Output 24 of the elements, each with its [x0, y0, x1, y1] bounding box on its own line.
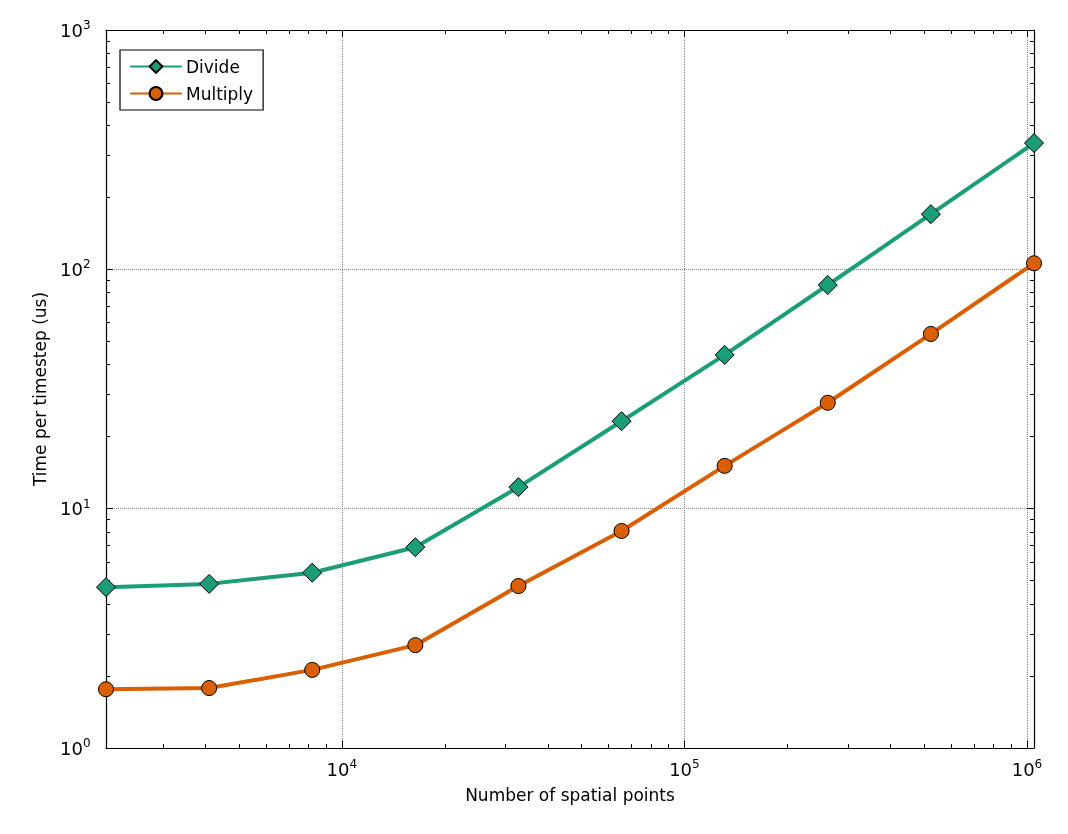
point [407, 637, 424, 654]
point [819, 394, 836, 411]
point [922, 325, 939, 342]
point [817, 275, 838, 296]
point [611, 411, 632, 432]
point [510, 578, 527, 595]
point [1024, 133, 1044, 154]
point [714, 344, 735, 365]
point [302, 562, 323, 583]
point [96, 577, 116, 598]
point [920, 204, 941, 225]
point [199, 573, 220, 594]
x-axis-title: Number of spatial points [465, 784, 675, 805]
point [1026, 255, 1042, 272]
point [304, 661, 321, 678]
legend-label: Divide [186, 56, 240, 77]
point [716, 457, 733, 474]
point [98, 681, 114, 698]
legend-label: Multiply [186, 83, 254, 104]
point [201, 680, 218, 697]
y-axis-title: Time per timestep (us) [29, 291, 50, 488]
point [613, 522, 630, 539]
point [508, 477, 529, 498]
point [405, 537, 426, 558]
